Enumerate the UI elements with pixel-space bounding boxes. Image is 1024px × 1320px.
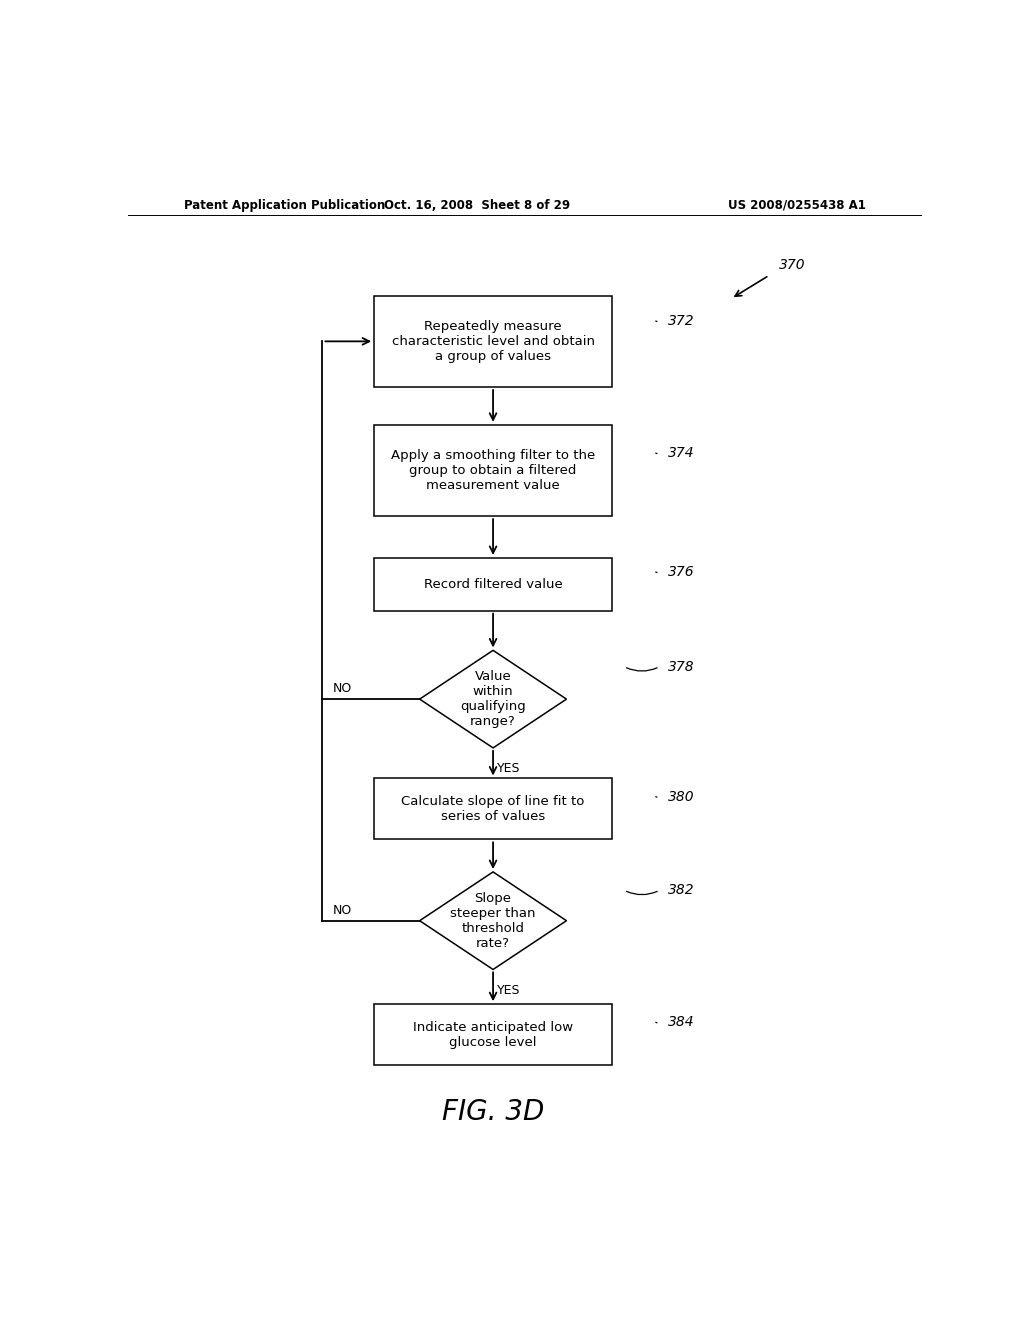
Text: YES: YES bbox=[498, 983, 520, 997]
Text: 382: 382 bbox=[668, 883, 694, 898]
Text: US 2008/0255438 A1: US 2008/0255438 A1 bbox=[728, 198, 866, 211]
Text: Record filtered value: Record filtered value bbox=[424, 578, 562, 591]
FancyBboxPatch shape bbox=[374, 1005, 612, 1065]
Text: Oct. 16, 2008  Sheet 8 of 29: Oct. 16, 2008 Sheet 8 of 29 bbox=[384, 198, 570, 211]
Text: Patent Application Publication: Patent Application Publication bbox=[183, 198, 385, 211]
FancyBboxPatch shape bbox=[374, 779, 612, 840]
Text: Slope
steeper than
threshold
rate?: Slope steeper than threshold rate? bbox=[451, 892, 536, 949]
Text: Repeatedly measure
characteristic level and obtain
a group of values: Repeatedly measure characteristic level … bbox=[391, 319, 595, 363]
Text: 384: 384 bbox=[668, 1015, 694, 1030]
Text: 370: 370 bbox=[778, 259, 806, 272]
Text: 374: 374 bbox=[668, 446, 694, 461]
Text: YES: YES bbox=[498, 762, 520, 775]
Text: Calculate slope of line fit to
series of values: Calculate slope of line fit to series of… bbox=[401, 795, 585, 822]
Text: 378: 378 bbox=[668, 660, 694, 673]
Text: Apply a smoothing filter to the
group to obtain a filtered
measurement value: Apply a smoothing filter to the group to… bbox=[391, 449, 595, 492]
Polygon shape bbox=[420, 873, 566, 969]
Text: Value
within
qualifying
range?: Value within qualifying range? bbox=[460, 671, 526, 729]
Polygon shape bbox=[420, 651, 566, 748]
Text: 372: 372 bbox=[668, 314, 694, 329]
Text: FIG. 3D: FIG. 3D bbox=[442, 1098, 544, 1126]
FancyBboxPatch shape bbox=[374, 425, 612, 516]
Text: 380: 380 bbox=[668, 789, 694, 804]
Text: Indicate anticipated low
glucose level: Indicate anticipated low glucose level bbox=[413, 1020, 573, 1048]
Text: NO: NO bbox=[333, 682, 352, 696]
FancyBboxPatch shape bbox=[374, 296, 612, 387]
Text: NO: NO bbox=[333, 904, 352, 917]
Text: 376: 376 bbox=[668, 565, 694, 579]
FancyBboxPatch shape bbox=[374, 558, 612, 611]
